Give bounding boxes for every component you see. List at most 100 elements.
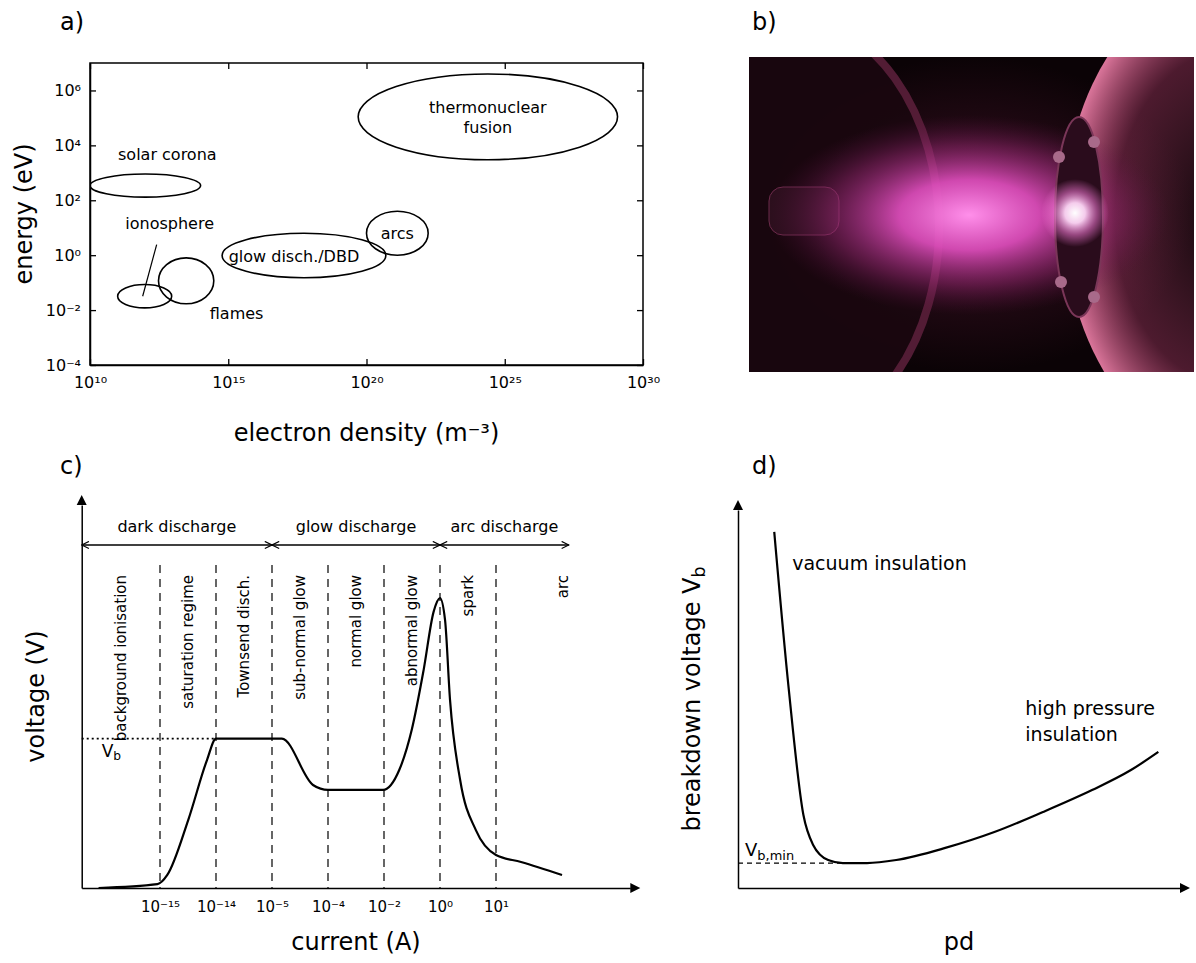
phase-label: background ionisation xyxy=(112,575,130,741)
tick xyxy=(637,200,643,201)
tick: 10²⁵ xyxy=(489,359,522,392)
tick xyxy=(637,255,643,256)
y-axis xyxy=(738,511,739,889)
y-axis: 10⁻⁴10⁻²10⁰10²10⁴10⁶ xyxy=(46,64,96,375)
panel-letter: c) xyxy=(60,452,83,480)
phase-label: sub-normal glow xyxy=(291,575,309,700)
minimum-label: Vb,min xyxy=(745,839,794,863)
region-ellipse xyxy=(90,174,201,197)
tick: 10⁰ xyxy=(428,888,453,916)
tick-mark xyxy=(90,255,96,256)
electrode-bolt xyxy=(1053,151,1065,163)
text-part: V xyxy=(745,839,758,860)
region-ellipse xyxy=(367,211,429,255)
region-ellipse xyxy=(158,258,213,304)
phase-label: spark xyxy=(459,575,477,617)
grid-line xyxy=(383,565,384,888)
tick-mark xyxy=(637,90,643,91)
region-ellipse xyxy=(222,233,386,278)
tick-label: 10⁶ xyxy=(54,81,81,100)
tick: 10⁻¹⁵ xyxy=(141,888,180,916)
x-axis xyxy=(739,888,1181,889)
electrode-bolt xyxy=(1088,291,1100,303)
tick-mark xyxy=(228,63,229,69)
panel-letter: d) xyxy=(752,452,777,480)
tick xyxy=(228,63,229,69)
tick-mark xyxy=(366,63,367,69)
tick-mark xyxy=(90,145,96,146)
photo-content xyxy=(749,57,1194,372)
text-line: vacuum insulation xyxy=(792,552,967,574)
tick-label: 10¹⁰ xyxy=(74,373,107,392)
tick-label: 10⁻⁴ xyxy=(312,898,345,916)
tick: 10⁻² xyxy=(46,301,96,320)
text-line: spark xyxy=(459,575,477,617)
tick xyxy=(367,63,368,69)
region-label: thermonuclearfusion xyxy=(429,98,547,137)
axis-line xyxy=(82,888,631,890)
tick xyxy=(637,145,643,146)
tick: 10⁻⁵ xyxy=(256,888,289,916)
tick xyxy=(637,90,643,91)
tick-label: 10⁰ xyxy=(54,246,81,265)
text-line: background ionisation xyxy=(112,575,130,741)
tick-label: 10⁻⁵ xyxy=(256,898,289,916)
photo xyxy=(639,0,1196,457)
tick-mark xyxy=(228,359,229,365)
tick-mark xyxy=(366,359,367,365)
plot-marks xyxy=(99,598,562,888)
text-line: arc xyxy=(554,575,572,598)
tick-mark xyxy=(90,90,96,91)
y-axis-title: breakdown voltage Vb xyxy=(678,566,709,831)
axis-line xyxy=(739,888,1181,890)
phase-label: normal glow xyxy=(347,575,365,667)
axis-arrow xyxy=(630,883,640,893)
grid-line xyxy=(495,565,496,888)
axis-line xyxy=(738,511,740,889)
y-axis-mirror xyxy=(637,91,643,366)
panel-letter: b) xyxy=(752,8,777,36)
x-axis: 10⁻¹⁵10⁻¹⁴10⁻⁵10⁻⁴10⁻²10⁰10¹ xyxy=(82,888,631,916)
tick-mark xyxy=(637,255,643,256)
text-line: sub-normal glow xyxy=(291,575,309,700)
tick-label: 10⁻⁴ xyxy=(46,356,81,375)
electrode-bolt xyxy=(1055,276,1067,288)
tick-label: 10⁻² xyxy=(46,301,81,320)
text-part: breakdown voltage V xyxy=(678,577,706,832)
tick-mark xyxy=(90,63,91,69)
tick xyxy=(637,365,643,366)
tick: 10²⁰ xyxy=(350,359,383,392)
tick-mark xyxy=(90,200,96,201)
tick-label: 10⁻¹⁴ xyxy=(197,898,236,916)
tick-mark xyxy=(643,63,644,69)
phase-label: abnormal glow xyxy=(403,575,421,686)
y-axis-title: energy (eV) xyxy=(10,143,38,284)
text-line: insulation xyxy=(1025,723,1118,745)
curve xyxy=(99,598,562,888)
tick: 10⁴ xyxy=(54,136,96,155)
grid-line xyxy=(159,565,160,888)
tick-label: 10¹ xyxy=(484,898,509,916)
region-span xyxy=(440,544,569,545)
tick: 10¹ xyxy=(484,888,509,916)
axis-line xyxy=(81,506,83,889)
figure: a)10¹⁰10¹⁵10²⁰10²⁵10³⁰10⁻⁴10⁻²10⁰10²10⁴1… xyxy=(0,0,1196,963)
tick-label: 10⁴ xyxy=(54,136,81,155)
axis-arrow xyxy=(1180,883,1190,893)
tick-mark xyxy=(90,310,96,311)
text-line: Townsend disch. xyxy=(235,575,253,698)
tick-mark xyxy=(637,310,643,311)
tick-label: 10²⁵ xyxy=(489,373,522,392)
phase-label: arc xyxy=(554,575,572,598)
tick xyxy=(637,310,643,311)
reference-label: Vb xyxy=(102,741,122,764)
panel-line: pdbreakdown voltage VbVb,minvacuum insul… xyxy=(678,500,1190,956)
regions xyxy=(90,74,618,308)
region-label: arcs xyxy=(381,224,414,243)
region-label: flames xyxy=(210,304,264,323)
tick-mark xyxy=(637,145,643,146)
grid-line xyxy=(215,565,216,888)
region-label: arc discharge xyxy=(450,517,558,536)
region-label: glow discharge xyxy=(296,517,417,536)
plot-frame xyxy=(90,63,643,365)
